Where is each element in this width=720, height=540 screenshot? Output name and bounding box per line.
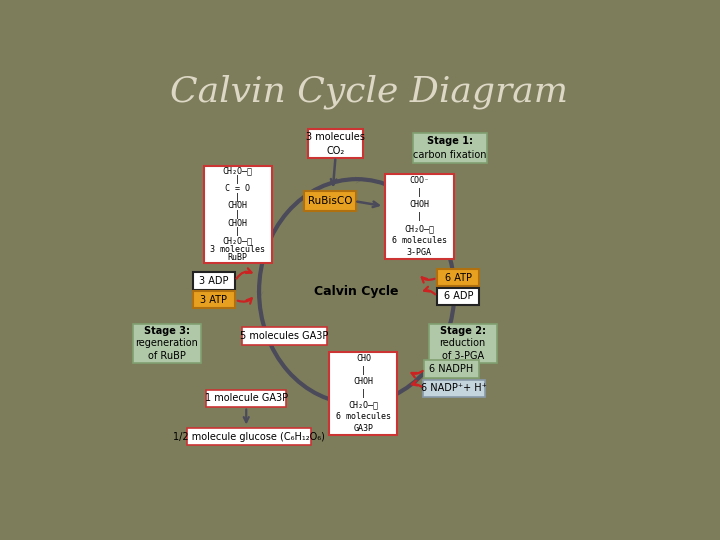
FancyBboxPatch shape bbox=[193, 272, 235, 290]
Text: 6 ADP: 6 ADP bbox=[444, 292, 473, 301]
FancyBboxPatch shape bbox=[437, 288, 480, 305]
Text: |: | bbox=[417, 188, 422, 197]
FancyBboxPatch shape bbox=[193, 291, 235, 308]
Text: CHOH: CHOH bbox=[409, 200, 429, 209]
Text: 1 molecule GA3P: 1 molecule GA3P bbox=[204, 393, 288, 403]
Text: 5 molecules GA3P: 5 molecules GA3P bbox=[240, 331, 328, 341]
Text: CO₂: CO₂ bbox=[326, 146, 345, 156]
Text: regeneration: regeneration bbox=[135, 339, 199, 348]
Text: Stage 2:: Stage 2: bbox=[440, 326, 486, 336]
Text: CHOH: CHOH bbox=[228, 219, 248, 228]
FancyBboxPatch shape bbox=[423, 380, 485, 397]
FancyBboxPatch shape bbox=[424, 360, 480, 378]
Text: |: | bbox=[361, 389, 366, 398]
Text: Calvin Cycle Diagram: Calvin Cycle Diagram bbox=[170, 75, 568, 109]
Text: 6 molecules: 6 molecules bbox=[336, 412, 391, 421]
Text: 6 NADP⁺+ H⁺: 6 NADP⁺+ H⁺ bbox=[421, 383, 487, 393]
FancyBboxPatch shape bbox=[413, 133, 487, 163]
Text: 3 ADP: 3 ADP bbox=[199, 276, 229, 286]
Text: |: | bbox=[235, 210, 240, 219]
Text: C = O: C = O bbox=[225, 184, 251, 193]
Text: 6 ATP: 6 ATP bbox=[445, 273, 472, 282]
Text: of RuBP: of RuBP bbox=[148, 351, 186, 361]
Text: |: | bbox=[361, 366, 366, 375]
Text: |: | bbox=[417, 212, 422, 221]
Text: |: | bbox=[235, 227, 240, 237]
Text: |: | bbox=[235, 175, 240, 184]
Text: of 3-PGA: of 3-PGA bbox=[441, 351, 484, 361]
Text: 3-PGA: 3-PGA bbox=[407, 248, 432, 256]
Text: Stage 1:: Stage 1: bbox=[427, 136, 473, 146]
FancyBboxPatch shape bbox=[384, 174, 454, 259]
Text: CHOH: CHOH bbox=[228, 201, 248, 210]
FancyBboxPatch shape bbox=[204, 166, 272, 263]
Text: |: | bbox=[235, 193, 240, 201]
Text: 3 molecules: 3 molecules bbox=[210, 245, 266, 254]
FancyBboxPatch shape bbox=[187, 428, 311, 445]
FancyBboxPatch shape bbox=[304, 191, 356, 211]
Text: carbon fixation: carbon fixation bbox=[413, 150, 487, 160]
FancyBboxPatch shape bbox=[308, 130, 363, 158]
Text: CH₂O–Ⓟ: CH₂O–Ⓟ bbox=[348, 400, 379, 409]
Text: Calvin Cycle: Calvin Cycle bbox=[315, 285, 399, 298]
FancyBboxPatch shape bbox=[133, 324, 201, 363]
Text: 3 ATP: 3 ATP bbox=[200, 295, 228, 305]
Text: 1/2 molecule glucose (C₆H₁₂O₆): 1/2 molecule glucose (C₆H₁₂O₆) bbox=[173, 431, 325, 442]
Text: Stage 3:: Stage 3: bbox=[144, 326, 190, 336]
Text: COO⁻: COO⁻ bbox=[409, 177, 429, 185]
FancyBboxPatch shape bbox=[206, 389, 287, 407]
Text: GA3P: GA3P bbox=[354, 423, 374, 433]
Text: CH₂O–Ⓟ: CH₂O–Ⓟ bbox=[223, 236, 253, 245]
Text: CH₂O–Ⓟ: CH₂O–Ⓟ bbox=[404, 224, 434, 233]
FancyBboxPatch shape bbox=[437, 269, 480, 286]
Text: 6 molecules: 6 molecules bbox=[392, 236, 446, 245]
Text: CHOH: CHOH bbox=[354, 377, 374, 386]
Text: CHO: CHO bbox=[356, 354, 371, 363]
Text: CH₂O–Ⓟ: CH₂O–Ⓟ bbox=[223, 166, 253, 176]
FancyBboxPatch shape bbox=[329, 352, 397, 435]
Text: 6 NADPH: 6 NADPH bbox=[429, 364, 474, 374]
Text: reduction: reduction bbox=[440, 339, 486, 348]
FancyBboxPatch shape bbox=[242, 327, 327, 345]
Text: 3 molecules: 3 molecules bbox=[306, 132, 365, 142]
FancyBboxPatch shape bbox=[428, 324, 497, 363]
Text: RuBisCO: RuBisCO bbox=[307, 196, 352, 206]
Text: RuBP: RuBP bbox=[228, 253, 248, 262]
